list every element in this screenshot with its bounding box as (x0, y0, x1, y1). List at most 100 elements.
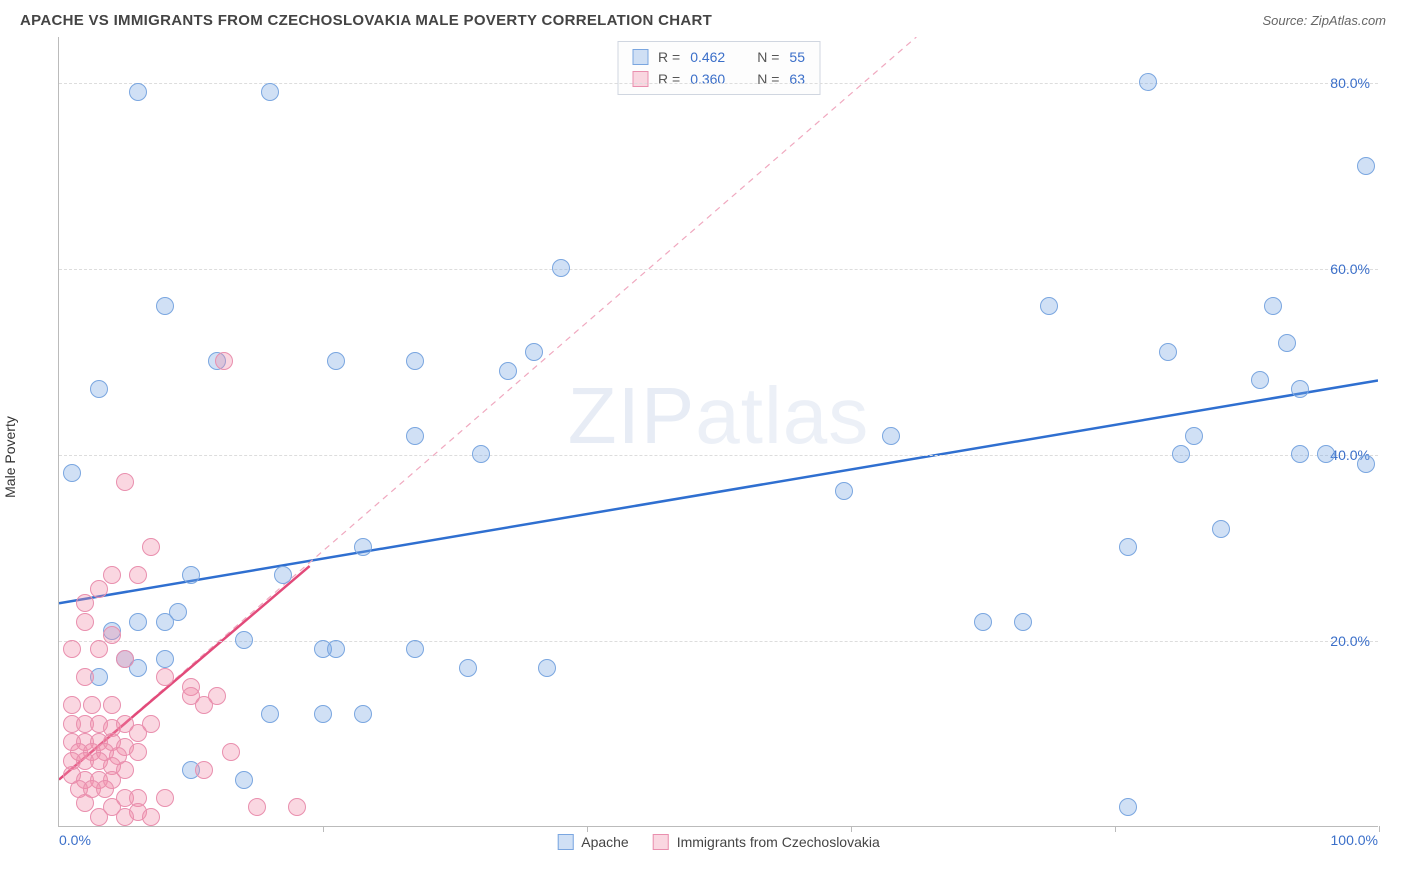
x-tick-mark (323, 826, 324, 832)
data-point (835, 482, 853, 500)
n-label: N = (757, 68, 779, 90)
data-point (472, 445, 490, 463)
data-point (1317, 445, 1335, 463)
data-point (182, 566, 200, 584)
data-point (116, 473, 134, 491)
data-point (156, 297, 174, 315)
data-point (406, 640, 424, 658)
data-point (274, 566, 292, 584)
data-point (525, 343, 543, 361)
n-value: 63 (789, 68, 805, 90)
legend-correlation-row: R =0.360N =63 (632, 68, 805, 90)
chart-container: Male Poverty ZIPatlas R =0.462N =55R =0.… (20, 37, 1386, 877)
data-point (215, 352, 233, 370)
n-value: 55 (789, 46, 805, 68)
data-point (103, 626, 121, 644)
chart-title: APACHE VS IMMIGRANTS FROM CZECHOSLOVAKIA… (20, 12, 712, 29)
series-legend: Apache Immigrants from Czechoslovakia (557, 834, 880, 850)
legend-swatch (557, 834, 573, 850)
data-point (1185, 427, 1203, 445)
y-tick-label: 60.0% (1330, 261, 1370, 277)
x-tick-mark (587, 826, 588, 832)
data-point (142, 715, 160, 733)
data-point (235, 771, 253, 789)
data-point (235, 631, 253, 649)
data-point (156, 668, 174, 686)
n-label: N = (757, 46, 779, 68)
data-point (222, 743, 240, 761)
trend-lines-layer (59, 37, 1378, 826)
x-tick-mark (1379, 826, 1380, 832)
data-point (261, 705, 279, 723)
data-point (63, 640, 81, 658)
data-point (499, 362, 517, 380)
data-point (129, 613, 147, 631)
data-point (1357, 455, 1375, 473)
r-label: R = (658, 46, 680, 68)
legend-series-label: Apache (581, 834, 628, 850)
data-point (327, 352, 345, 370)
y-tick-label: 20.0% (1330, 633, 1370, 649)
data-point (406, 352, 424, 370)
data-point (1357, 157, 1375, 175)
data-point (90, 380, 108, 398)
data-point (974, 613, 992, 631)
data-point (1159, 343, 1177, 361)
data-point (156, 789, 174, 807)
data-point (1291, 380, 1309, 398)
data-point (142, 808, 160, 826)
data-point (129, 83, 147, 101)
x-tick-mark (1115, 826, 1116, 832)
data-point (195, 761, 213, 779)
data-point (76, 613, 94, 631)
chart-header: APACHE VS IMMIGRANTS FROM CZECHOSLOVAKIA… (20, 12, 1386, 29)
gridline-horizontal (59, 269, 1378, 270)
legend-swatch (632, 71, 648, 87)
data-point (63, 696, 81, 714)
data-point (90, 808, 108, 826)
data-point (90, 580, 108, 598)
data-point (1251, 371, 1269, 389)
data-point (314, 705, 332, 723)
data-point (142, 538, 160, 556)
data-point (1119, 538, 1137, 556)
data-point (156, 650, 174, 668)
r-value: 0.462 (690, 46, 725, 68)
data-point (406, 427, 424, 445)
data-point (1212, 520, 1230, 538)
correlation-legend: R = 0.462 N = 55R = 0.360 N = 63 (617, 41, 820, 95)
data-point (1172, 445, 1190, 463)
data-point (552, 259, 570, 277)
data-point (156, 613, 174, 631)
data-point (1119, 798, 1137, 816)
data-point (1139, 73, 1157, 91)
data-point (83, 696, 101, 714)
watermark-thin: atlas (695, 371, 869, 460)
y-axis-label: Male Poverty (2, 416, 18, 498)
data-point (538, 659, 556, 677)
data-point (195, 696, 213, 714)
data-point (96, 780, 114, 798)
data-point (1264, 297, 1282, 315)
gridline-horizontal (59, 641, 1378, 642)
data-point (354, 705, 372, 723)
data-point (129, 743, 147, 761)
legend-correlation-row: R = 0.462 N = 55 (632, 46, 805, 68)
r-value: 0.360 (690, 68, 725, 90)
watermark: ZIPatlas (568, 370, 869, 462)
x-axis-max-label: 100.0% (1331, 832, 1378, 848)
data-point (459, 659, 477, 677)
y-tick-label: 80.0% (1330, 75, 1370, 91)
gridline-horizontal (59, 83, 1378, 84)
data-point (129, 566, 147, 584)
data-point (882, 427, 900, 445)
data-point (1278, 334, 1296, 352)
x-tick-mark (851, 826, 852, 832)
legend-series-item: Apache (557, 834, 628, 850)
data-point (248, 798, 266, 816)
legend-series-item: Immigrants from Czechoslovakia (653, 834, 880, 850)
data-point (103, 696, 121, 714)
legend-swatch (653, 834, 669, 850)
data-point (103, 566, 121, 584)
data-point (76, 668, 94, 686)
